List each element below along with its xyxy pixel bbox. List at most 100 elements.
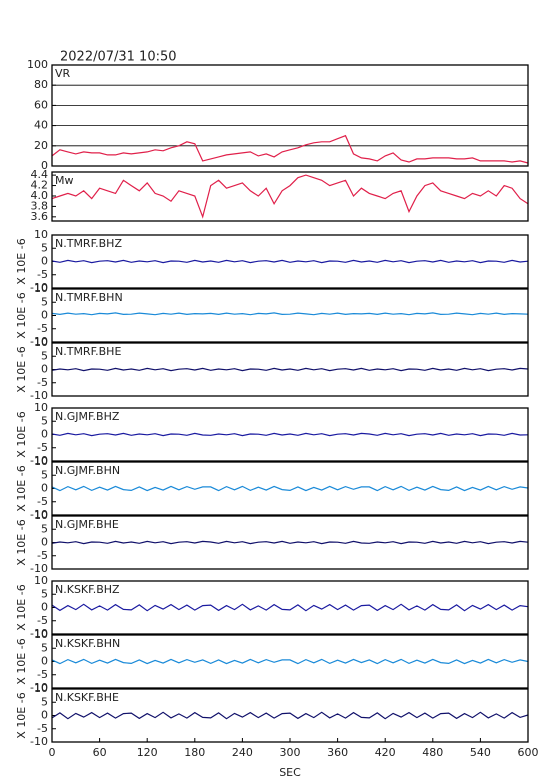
y-tick-label: 5 — [41, 587, 48, 600]
series-line — [51, 174, 529, 219]
y-tick-label: 60 — [34, 98, 48, 111]
y-tick-label: 0 — [41, 482, 48, 495]
x-axis-label: SEC — [279, 766, 301, 779]
y-axis-label: X 10E -6 — [15, 584, 28, 630]
y-tick-label: -10 — [30, 681, 48, 694]
y-tick-label: 5 — [41, 349, 48, 362]
panel-frame — [51, 688, 529, 743]
y-tick-label: -5 — [37, 722, 48, 735]
y-tick-label: 10 — [34, 682, 48, 695]
y-tick-label: -5 — [37, 322, 48, 335]
y-tick-label: -10 — [30, 735, 48, 748]
y-tick-label: -5 — [37, 268, 48, 281]
y-tick-label: 10 — [34, 282, 48, 295]
y-tick-label: 5 — [41, 468, 48, 481]
y-axis-label: X 10E -6 — [15, 692, 28, 738]
series-label: N.GJMF.BHN — [55, 464, 120, 477]
y-tick-label: 3.6 — [31, 210, 49, 223]
y-tick-label: -5 — [37, 668, 48, 681]
series-label: N.KSKF.BHZ — [55, 583, 120, 596]
y-tick-label: 10 — [34, 401, 48, 414]
x-tick-label: 240 — [232, 746, 253, 759]
x-tick-label: 600 — [518, 746, 539, 759]
y-tick-label: 0 — [41, 255, 48, 268]
x-tick-label: 480 — [422, 746, 443, 759]
y-axis-label: X 10E -6 — [15, 519, 28, 565]
panel-frame — [51, 580, 529, 635]
y-tick-label: 4.4 — [31, 168, 49, 181]
y-tick-label: 10 — [34, 509, 48, 522]
panel-frame — [51, 64, 529, 167]
series-line — [51, 432, 529, 437]
panel-frame — [51, 407, 529, 462]
x-tick-label: 0 — [49, 746, 56, 759]
y-tick-label: -5 — [37, 549, 48, 562]
series-line — [51, 603, 529, 612]
series-label: N.GJMF.BHE — [55, 518, 119, 531]
y-tick-label: 10 — [34, 574, 48, 587]
y-tick-label: 100 — [27, 58, 48, 71]
series-label: N.TMRF.BHE — [55, 345, 121, 358]
y-tick-label: -5 — [37, 376, 48, 389]
y-tick-label: 0 — [41, 601, 48, 614]
y-axis-label: X 10E -6 — [15, 292, 28, 338]
y-tick-label: -10 — [30, 335, 48, 348]
x-tick-label: 540 — [470, 746, 491, 759]
y-tick-label: 4.2 — [31, 179, 49, 192]
series-label: N.KSKF.BHE — [55, 691, 119, 704]
x-tick-label: 420 — [375, 746, 396, 759]
series-label: VR — [55, 67, 71, 80]
y-tick-label: -10 — [30, 627, 48, 640]
panel-frame — [51, 634, 529, 689]
y-tick-label: 0 — [41, 159, 48, 172]
y-tick-label: -5 — [37, 441, 48, 454]
chart-title: 2022/07/31 10:50 — [60, 50, 177, 65]
series-label: N.KSKF.BHN — [55, 637, 120, 650]
y-axis-label: X 10E -6 — [15, 638, 28, 684]
series-label: N.TMRF.BHZ — [55, 237, 122, 250]
y-tick-label: -10 — [30, 389, 48, 402]
y-tick-label: 80 — [34, 78, 48, 91]
series-line — [51, 312, 529, 316]
y-tick-label: 0 — [41, 309, 48, 322]
y-tick-label: 5 — [41, 295, 48, 308]
y-tick-label: 5 — [41, 414, 48, 427]
y-tick-label: -5 — [37, 614, 48, 627]
series-label: N.GJMF.BHZ — [55, 410, 120, 423]
y-axis-label: X 10E -6 — [15, 411, 28, 457]
y-tick-label: 0 — [41, 428, 48, 441]
series-label: N.TMRF.BHN — [55, 291, 123, 304]
panel-frame — [51, 342, 529, 397]
y-tick-label: 5 — [41, 241, 48, 254]
panel-frame — [51, 171, 529, 222]
series-line — [51, 540, 529, 545]
x-tick-label: 60 — [93, 746, 107, 759]
y-tick-label: 5 — [41, 641, 48, 654]
series-line — [51, 367, 529, 372]
panel-frame — [51, 515, 529, 570]
y-tick-label: 3.8 — [31, 199, 49, 212]
y-tick-label: -10 — [30, 562, 48, 575]
y-axis-label: X 10E -6 — [15, 465, 28, 511]
y-axis-label: X 10E -6 — [15, 238, 28, 284]
series-line — [51, 711, 529, 720]
series-label: Mw — [55, 174, 74, 187]
y-tick-label: 10 — [34, 228, 48, 241]
panel-frame — [51, 288, 529, 343]
y-tick-label: 0 — [41, 655, 48, 668]
y-tick-label: -10 — [30, 281, 48, 294]
series-line — [51, 485, 529, 492]
y-tick-label: 5 — [41, 522, 48, 535]
series-line — [51, 134, 529, 164]
y-tick-label: 4.0 — [31, 189, 49, 202]
x-tick-label: 300 — [280, 746, 301, 759]
y-tick-label: -10 — [30, 508, 48, 521]
x-tick-label: 180 — [184, 746, 205, 759]
y-tick-label: 40 — [34, 119, 48, 132]
y-tick-label: -5 — [37, 495, 48, 508]
x-tick-label: 120 — [137, 746, 158, 759]
series-line — [51, 658, 529, 665]
y-tick-label: 5 — [41, 695, 48, 708]
y-tick-label: 10 — [34, 628, 48, 641]
